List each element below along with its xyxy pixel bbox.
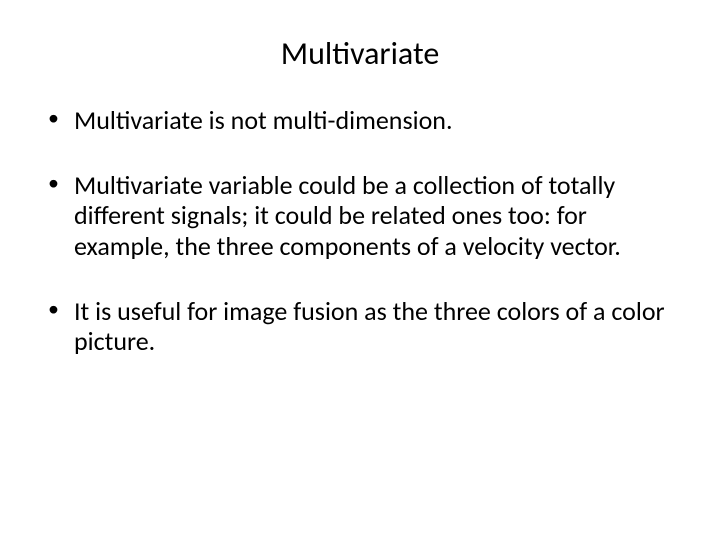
slide-title: Multivariate (40, 34, 680, 73)
bullet-item: Multivariate variable could be a collect… (40, 170, 680, 262)
bullet-item: Multivariate is not multi-dimension. (40, 105, 680, 136)
slide-container: Multivariate Multivariate is not multi-d… (0, 0, 720, 540)
bullet-item: It is useful for image fusion as the thr… (40, 296, 680, 357)
bullet-list: Multivariate is not multi-dimension. Mul… (40, 105, 680, 357)
